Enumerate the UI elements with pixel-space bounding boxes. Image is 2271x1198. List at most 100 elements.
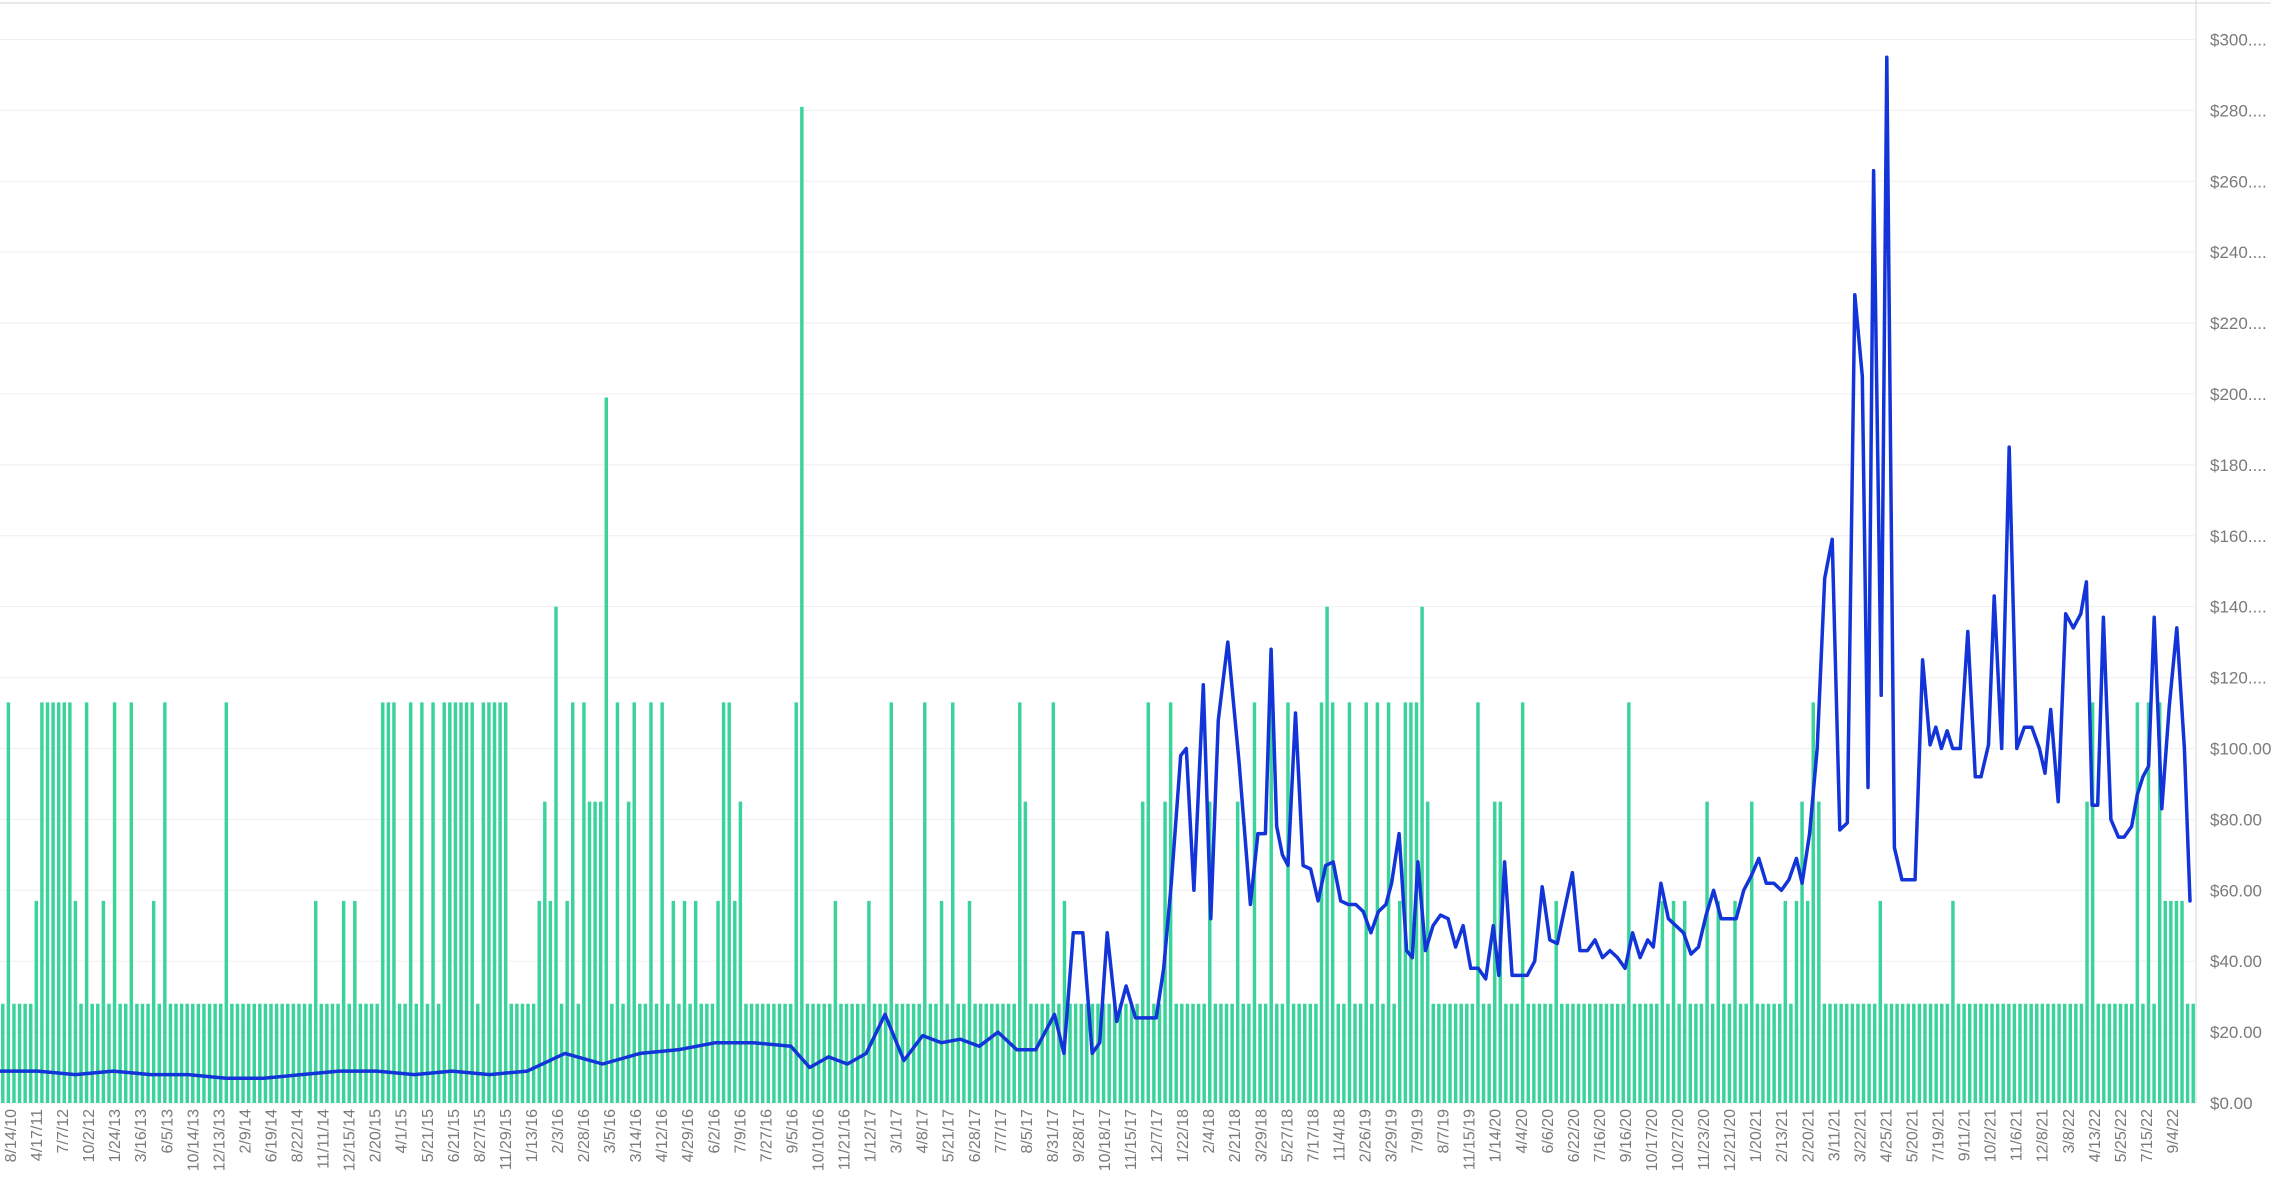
x-tick-label: 4/8/17 — [915, 1109, 932, 1154]
y-tick-label: $100.00 — [2210, 739, 2271, 758]
bar — [397, 1003, 402, 1103]
bar — [487, 702, 491, 1103]
bar — [241, 1003, 245, 1103]
y-tick-label: $200.... — [2210, 385, 2267, 404]
bar — [1671, 900, 1676, 1103]
bar — [878, 1003, 882, 1103]
bar — [956, 1003, 961, 1103]
bar — [626, 801, 631, 1103]
bar — [1303, 1003, 1307, 1103]
bar — [688, 1003, 692, 1103]
bar — [118, 1003, 122, 1103]
bar — [1833, 1003, 1838, 1103]
bar — [1286, 702, 1290, 1103]
x-tick-label: 2/13/21 — [1774, 1109, 1791, 1162]
bar — [1230, 1003, 1234, 1103]
x-tick-label: 5/20/21 — [1905, 1109, 1922, 1162]
bar — [1330, 702, 1335, 1103]
bar — [1794, 900, 1799, 1103]
bar — [867, 900, 871, 1103]
bar — [1308, 1003, 1313, 1103]
bar — [509, 1003, 514, 1103]
bar — [23, 1003, 27, 1103]
bar — [2141, 1003, 2145, 1103]
x-tick-label: 3/5/16 — [602, 1109, 619, 1154]
bar — [1928, 1003, 1933, 1103]
bar — [73, 900, 78, 1103]
bar — [1845, 1003, 1849, 1103]
bar — [749, 1003, 754, 1103]
x-tick-label: 11/23/20 — [1696, 1109, 1713, 1170]
bar — [710, 1003, 715, 1103]
bar — [1140, 801, 1145, 1103]
bar — [224, 702, 229, 1103]
bar — [934, 1003, 938, 1103]
x-tick-label: 2/9/14 — [237, 1109, 254, 1154]
x-tick-label: 2/28/16 — [576, 1109, 593, 1162]
bar — [1342, 1003, 1346, 1103]
bar — [1213, 1003, 1218, 1103]
bar — [481, 702, 486, 1103]
bar — [1682, 900, 1687, 1103]
bar — [1973, 1003, 1978, 1103]
bar — [1872, 1003, 1877, 1103]
bar — [2007, 1003, 2011, 1103]
bar — [1520, 702, 1525, 1103]
y-tick-label: $60.00 — [2210, 881, 2262, 900]
bar — [213, 1003, 217, 1103]
bar — [1001, 1003, 1005, 1103]
bar — [1241, 1003, 1246, 1103]
bar — [1319, 702, 1324, 1103]
bar — [1124, 1003, 1128, 1103]
x-tick-label: 8/27/15 — [472, 1109, 489, 1162]
bar — [179, 1003, 184, 1103]
bar — [1593, 1003, 1598, 1103]
bar — [157, 1003, 161, 1103]
x-tick-label: 6/6/20 — [1540, 1109, 1557, 1154]
bar — [386, 702, 391, 1103]
bar — [1018, 702, 1022, 1103]
bar — [1196, 1003, 1201, 1103]
bar — [967, 900, 972, 1103]
y-axis: $0.00 $20.00 $40.00 $60.00 $80.00 $100.00 $120… — [2210, 30, 2271, 1113]
bar — [1945, 1003, 1950, 1103]
y-tick-label: $240.... — [2210, 243, 2267, 262]
x-tick-label: 12/21/20 — [1722, 1109, 1739, 1171]
bar — [492, 702, 497, 1103]
bar — [805, 1003, 810, 1103]
bar — [1208, 801, 1212, 1103]
bar — [1839, 1003, 1843, 1103]
x-tick-label: 8/7/19 — [1436, 1109, 1453, 1154]
bar — [1398, 900, 1402, 1103]
bar — [140, 1003, 145, 1103]
y-tick-label: $140.... — [2210, 598, 2267, 617]
bar — [1666, 1003, 1670, 1103]
bar — [1867, 1003, 1871, 1103]
bar — [2029, 1003, 2033, 1103]
bar — [1157, 1003, 1162, 1103]
bar — [2057, 1003, 2061, 1103]
x-tick-label: 4/17/11 — [29, 1109, 46, 1161]
x-tick-label: 2/4/18 — [1201, 1109, 1218, 1154]
bar — [1638, 1003, 1642, 1103]
bar — [928, 1003, 933, 1103]
bar — [1275, 1003, 1279, 1103]
x-tick-label: 8/31/17 — [1045, 1109, 1062, 1162]
x-tick-label: 10/18/17 — [1097, 1109, 1114, 1171]
bar — [1861, 1003, 1866, 1103]
bar — [1582, 1003, 1586, 1103]
bar — [1878, 900, 1883, 1103]
bar — [649, 702, 653, 1103]
bar — [788, 1003, 793, 1103]
bar — [84, 702, 89, 1103]
bar — [828, 1003, 832, 1103]
bar — [34, 900, 39, 1103]
x-tick-label: 11/15/17 — [1123, 1109, 1140, 1170]
bar — [995, 1003, 1000, 1103]
bar — [1314, 1003, 1318, 1103]
bar — [1895, 1003, 1899, 1103]
bar — [2079, 1003, 2084, 1103]
bar — [962, 1003, 966, 1103]
bar — [1777, 1003, 1782, 1103]
bar — [2191, 1003, 2195, 1103]
